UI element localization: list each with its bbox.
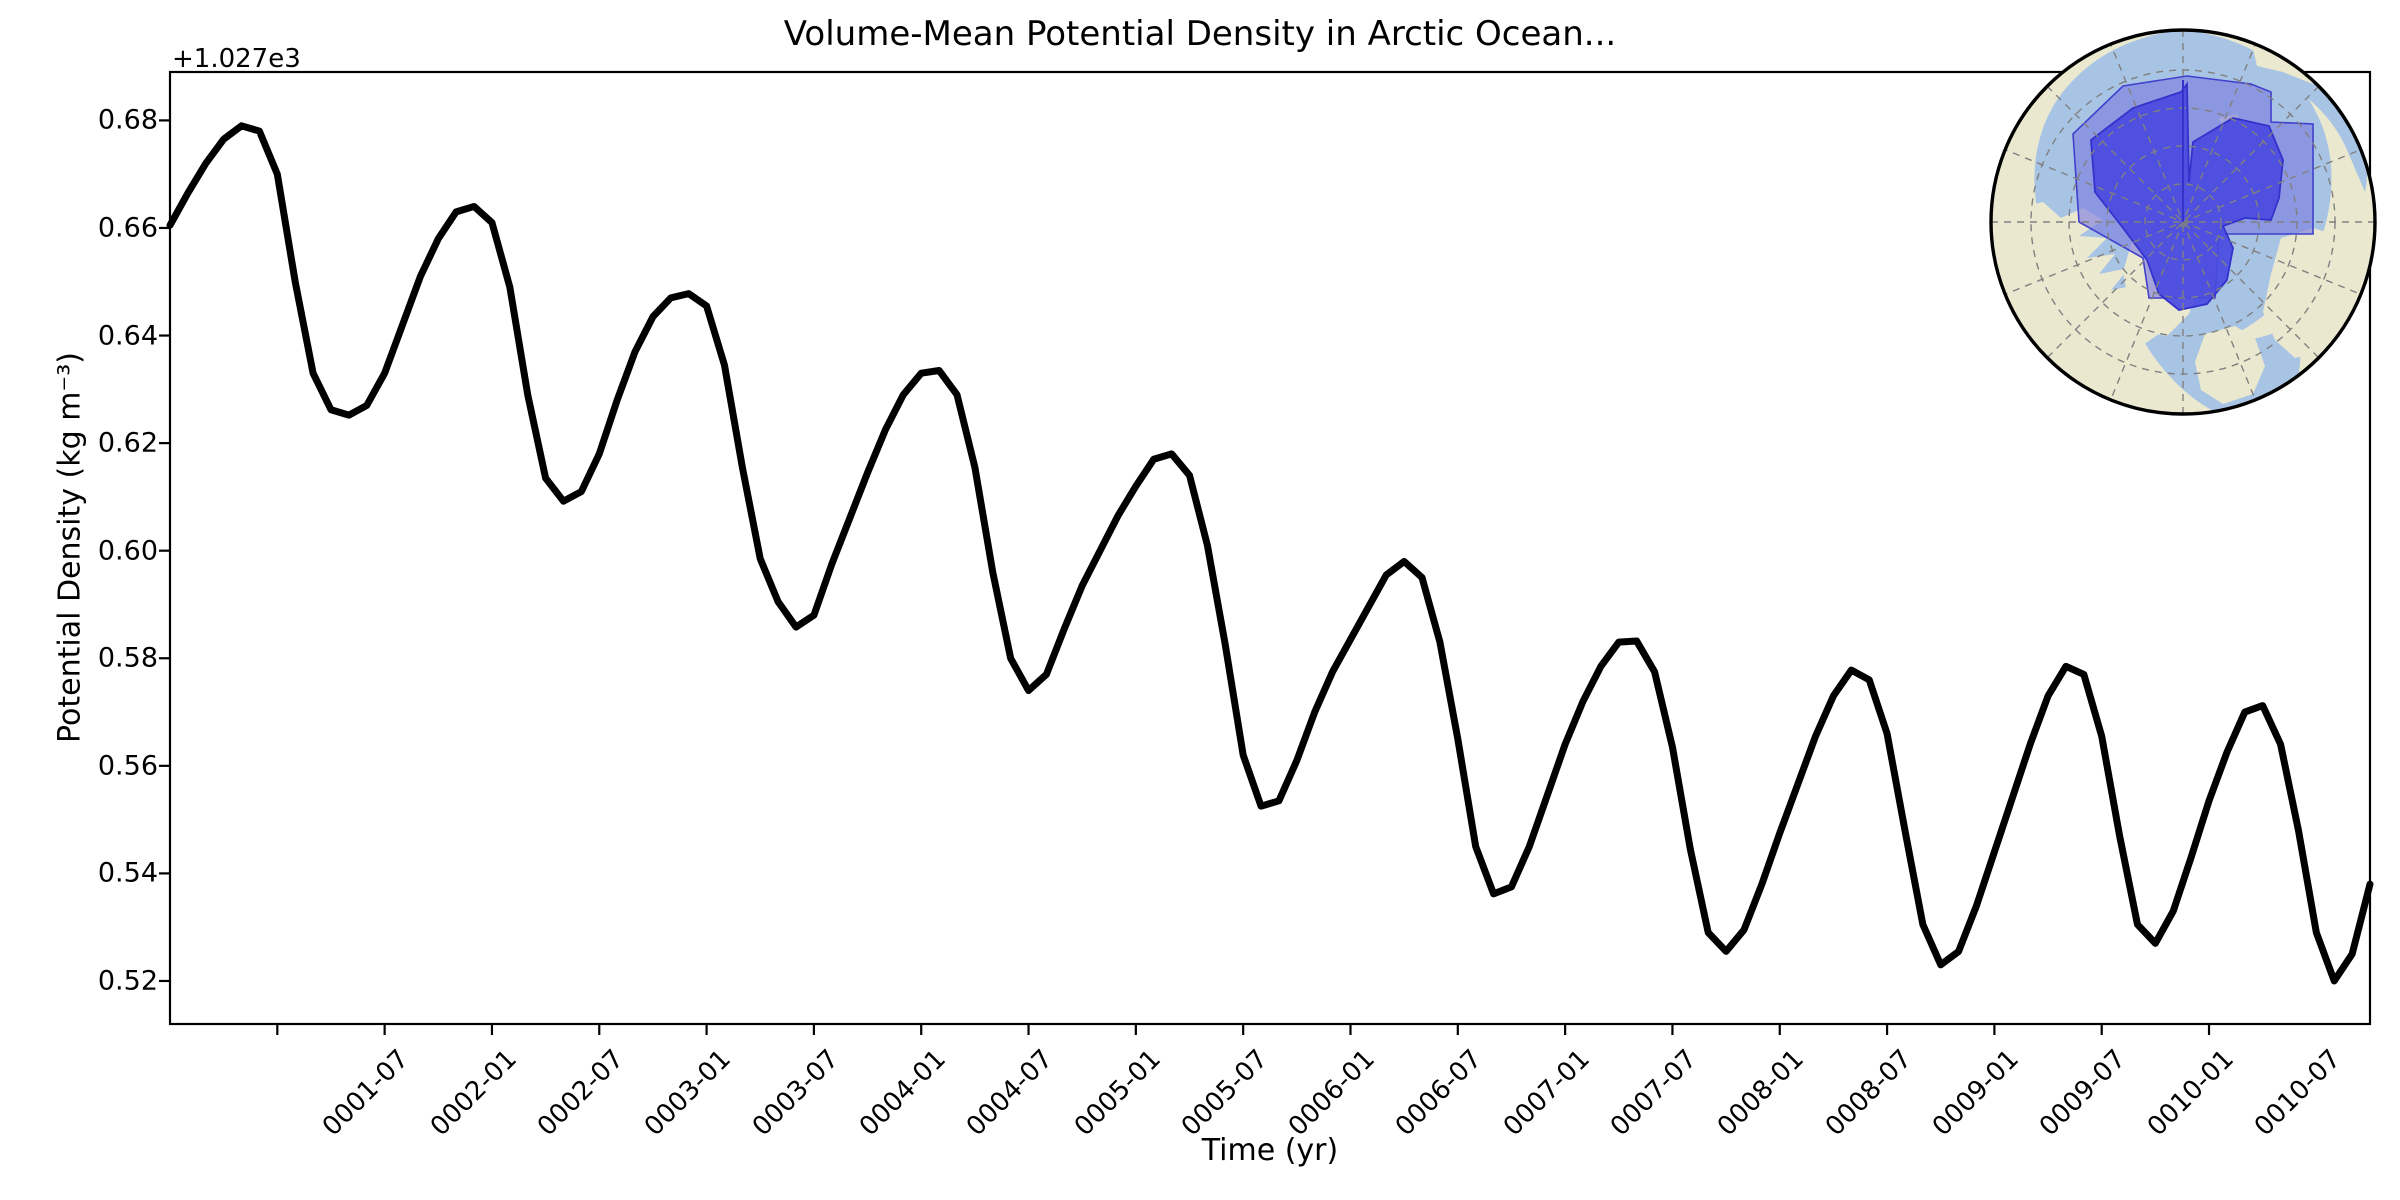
map-geography	[1991, 30, 2375, 414]
region-core	[2090, 81, 2284, 311]
map-outer-frame-circle	[1989, 28, 2377, 416]
arctic-region-inset-map	[1989, 28, 2377, 416]
x-axis-label: Time (yr)	[1201, 1133, 1339, 1168]
axes-frame	[168, 70, 2372, 1026]
density-timeseries-line	[166, 122, 2374, 985]
ocean-pacific-lobe	[2283, 48, 2368, 192]
y-axis-offset-label: +1.027e3	[172, 44, 301, 74]
land-scandinavia	[2195, 326, 2265, 404]
chart-title: Volume-Mean Potential Density in Arctic …	[783, 14, 1617, 54]
tick-marks	[159, 119, 2211, 1035]
